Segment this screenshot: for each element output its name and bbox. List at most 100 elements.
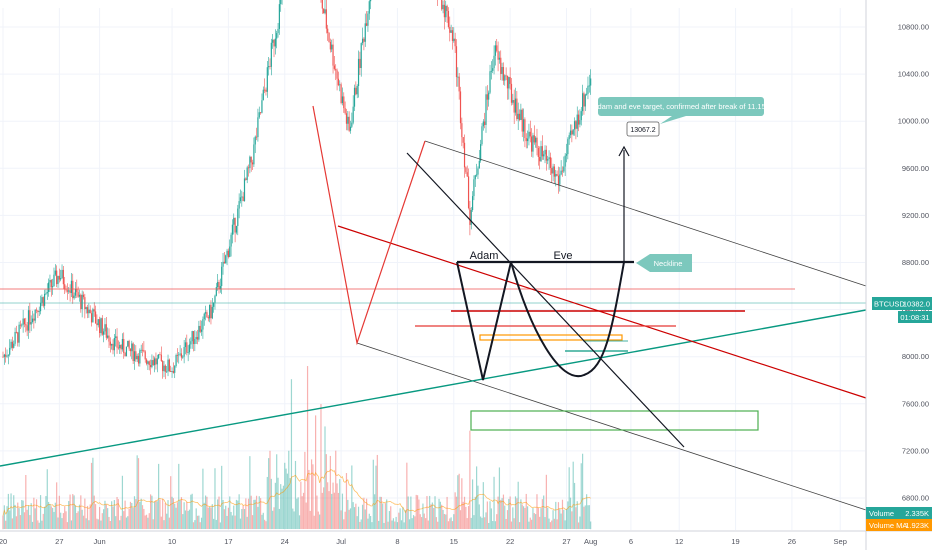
volume-bar: [509, 496, 511, 529]
candle-body: [52, 286, 54, 288]
volume-bar: [508, 498, 510, 529]
volume-bar: [94, 504, 97, 529]
candle-body: [94, 311, 97, 324]
volume-bar: [331, 493, 333, 529]
volume-bar: [476, 466, 478, 529]
orange-zone[interactable]: [479, 334, 623, 341]
candle-body: [187, 352, 189, 354]
volume-bar: [304, 451, 306, 529]
volume-bar: [278, 508, 280, 529]
volume-bar: [518, 522, 521, 529]
volume-bar: [56, 482, 58, 529]
zigzag-red[interactable]: [312, 105, 426, 346]
candle-body: [480, 144, 482, 161]
volume-bar: [572, 461, 574, 529]
volume-bar: [68, 501, 70, 529]
volume-bar: [246, 516, 248, 529]
volume-bar: [555, 501, 557, 529]
candle-body: [129, 348, 132, 352]
candle-body: [147, 361, 149, 364]
candle-body: [553, 166, 556, 177]
volume-bar: [462, 501, 464, 529]
volume-bar: [308, 469, 310, 529]
candle-body: [137, 355, 140, 364]
volume-bar: [45, 496, 47, 529]
volume-bar: [329, 455, 331, 529]
volume-bar: [497, 496, 499, 529]
candle-body: [250, 156, 252, 163]
volume-bar: [313, 515, 315, 529]
candle-body: [329, 41, 331, 50]
candle-body: [112, 343, 114, 351]
candle-body: [209, 304, 211, 319]
time-axis[interactable]: 20 27 Jun 10 17 24 Jul 8 15 22 27 Aug 6 12 19 26 Sep: [0, 530, 932, 546]
target-price-box[interactable]: 13067.2: [626, 121, 660, 137]
volume-bar: [565, 509, 568, 529]
volume-bar: [396, 522, 399, 529]
candle-body: [179, 353, 181, 355]
candle-body: [573, 121, 576, 130]
wedge-line[interactable]: [406, 152, 685, 448]
candle-body: [586, 93, 588, 95]
volume-bar: [378, 520, 380, 529]
volume-bar: [297, 497, 299, 529]
candle-body: [53, 274, 55, 287]
candle-body: [183, 347, 185, 357]
neckline-callout[interactable]: Neckline: [636, 254, 692, 272]
candle-body: [31, 318, 34, 323]
volume-bar: [466, 518, 468, 529]
price-axis[interactable]: 15200.0014800.0014400.0014000.0013600.00…: [865, 0, 929, 550]
candle-body: [159, 354, 161, 356]
volume-bar: [203, 502, 205, 529]
candle-body: [520, 109, 522, 120]
volume-bar: [573, 482, 576, 529]
volume-bar: [343, 519, 345, 529]
volume-bar: [123, 511, 125, 529]
candle-body: [351, 122, 353, 127]
last-price-value: 10382.0: [903, 300, 930, 309]
volume-bar: [204, 495, 207, 529]
candle-body: [361, 38, 364, 44]
channel-lower[interactable]: [356, 342, 867, 511]
volume-bar: [207, 507, 209, 529]
descending-trendline[interactable]: [337, 225, 867, 399]
candle-body: [356, 86, 358, 95]
support-trendline[interactable]: [0, 309, 867, 467]
candle-body: [215, 286, 217, 296]
candle-body: [564, 155, 566, 167]
green-zone[interactable]: [470, 410, 759, 431]
candle-body: [182, 356, 184, 358]
candle-body: [226, 250, 228, 256]
volume-bar: [154, 501, 156, 529]
adam-v-shape[interactable]: [456, 261, 512, 381]
time-tick-1: 27: [55, 537, 63, 546]
candle-body: [257, 117, 259, 138]
eve-curve[interactable]: [510, 261, 625, 378]
volume-bar: [394, 521, 396, 529]
volume-bar: [25, 474, 27, 529]
candle-body: [108, 335, 110, 342]
volume-bar: [262, 512, 264, 529]
candle-body: [199, 325, 201, 332]
volume-bar: [470, 517, 472, 529]
candle-body: [99, 319, 101, 334]
target-callout[interactable]: Adam and eve target, confirmed after bre…: [592, 97, 770, 124]
candle-body: [68, 290, 70, 292]
candle-body: [364, 23, 366, 42]
volume-bar: [260, 498, 262, 529]
volume-bar: [234, 515, 236, 529]
candle-body: [458, 76, 460, 92]
volume-bar: [352, 502, 354, 529]
volume-bar: [261, 514, 263, 529]
candle-body: [39, 302, 42, 312]
volume-bar: [469, 430, 471, 529]
candle-body: [576, 114, 578, 129]
price-tick-21: 6800.00: [902, 494, 929, 503]
volume-bar: [543, 495, 545, 529]
candle-body: [242, 196, 244, 202]
candle-body: [97, 319, 99, 326]
channel-upper[interactable]: [424, 140, 867, 287]
volume-bar: [292, 508, 294, 529]
